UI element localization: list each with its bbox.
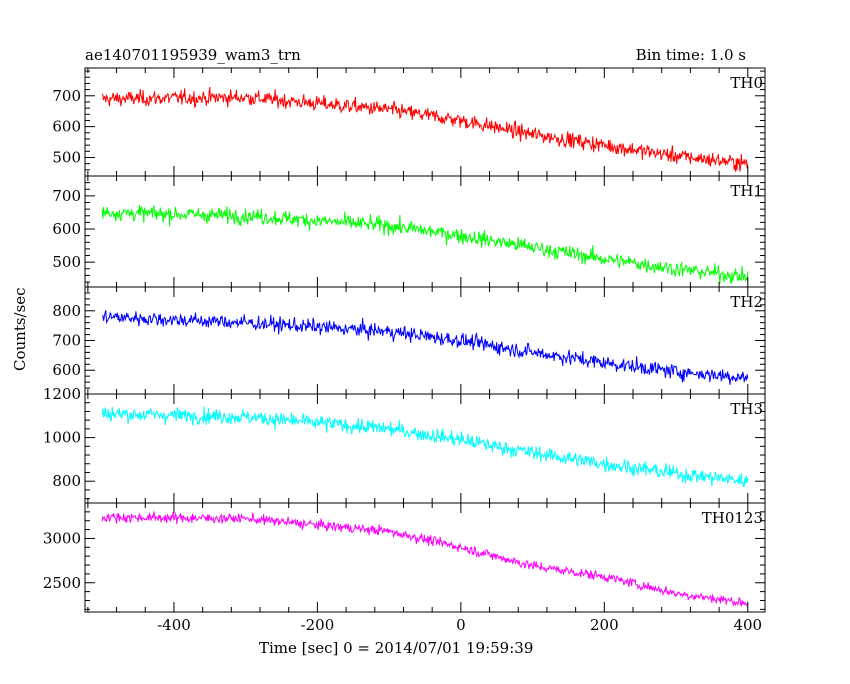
panel-label-th3: TH3 — [730, 400, 763, 418]
panel-frame-th3 — [84, 393, 766, 504]
y-tick-label: 3000 — [43, 529, 81, 547]
y-tick-label: 800 — [52, 472, 81, 490]
series-th0123 — [101, 510, 749, 608]
series-th3 — [101, 406, 749, 488]
series-th2 — [102, 310, 749, 385]
y-tick-label: 600 — [52, 361, 81, 379]
series-th0 — [101, 87, 749, 172]
panel-label-th1: TH1 — [730, 182, 763, 200]
y-tick-label: 800 — [52, 302, 81, 320]
panel-label-th0123: TH0123 — [702, 509, 763, 527]
y-tick-label: 600 — [52, 220, 81, 238]
panel-label-th2: TH2 — [730, 293, 763, 311]
x-tick-label: 400 — [733, 616, 762, 634]
y-tick-label: 1200 — [43, 385, 81, 403]
x-tick-label: -400 — [157, 616, 191, 634]
panel-frame-th2 — [84, 286, 766, 395]
panel-label-th0: TH0 — [730, 74, 763, 92]
panel-frame-th0 — [84, 67, 766, 177]
x-tick-label: -200 — [301, 616, 335, 634]
y-tick-label: 700 — [52, 87, 81, 105]
series-th1 — [101, 204, 749, 285]
y-tick-label: 700 — [52, 187, 81, 205]
y-axis-label: Counts/sec — [11, 287, 29, 371]
y-tick-label: 600 — [52, 118, 81, 136]
panel-frame-th0123 — [84, 502, 766, 613]
bin-time-label: Bin time: 1.0 s — [635, 46, 746, 64]
y-tick-label: 1000 — [43, 429, 81, 447]
x-tick-label: 0 — [456, 616, 466, 634]
plot-title: ae140701195939_wam3_trn — [85, 46, 301, 64]
x-axis-label: Time [sec] 0 = 2014/07/01 19:59:39 — [259, 639, 534, 657]
x-tick-label: 200 — [590, 616, 619, 634]
y-tick-label: 2500 — [43, 574, 81, 592]
y-tick-label: 700 — [52, 332, 81, 350]
y-tick-label: 500 — [52, 148, 81, 166]
y-tick-label: 500 — [52, 253, 81, 271]
